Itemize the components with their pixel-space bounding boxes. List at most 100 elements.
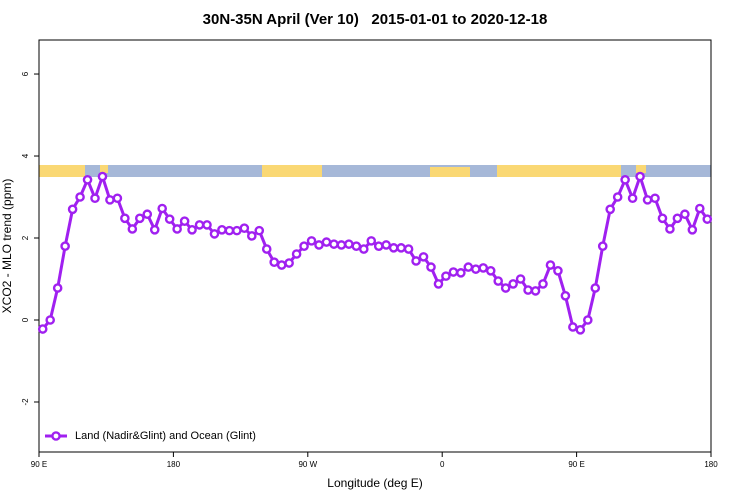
- point: [627, 193, 638, 204]
- point: [299, 241, 309, 252]
- point: [620, 174, 630, 185]
- point: [433, 279, 444, 289]
- point: [485, 266, 496, 276]
- point: [590, 283, 601, 293]
- y-tick-label: 0: [21, 317, 30, 322]
- point: [411, 256, 421, 266]
- y-tick-label: 6: [21, 71, 30, 76]
- point: [650, 193, 660, 204]
- point: [695, 203, 705, 214]
- point: [366, 236, 377, 246]
- point: [187, 225, 197, 235]
- legend-marker: [51, 431, 61, 441]
- y-axis-label: XCO2 - MLO trend (ppm): [0, 179, 14, 314]
- point: [239, 223, 250, 233]
- x-tick-label: 90 E: [31, 460, 47, 469]
- x-axis-label: Longitude (deg E): [327, 476, 422, 490]
- point: [202, 220, 212, 230]
- point: [67, 204, 78, 215]
- x-tick-label: 0: [440, 460, 445, 469]
- point: [82, 174, 93, 185]
- chart-title: 30N-35N April (Ver 10) 2015-01-01 to 202…: [203, 11, 548, 28]
- point: [418, 252, 429, 262]
- point: [642, 195, 653, 205]
- point: [134, 213, 145, 224]
- point: [261, 244, 272, 254]
- y-tick-label: 4: [21, 153, 30, 158]
- point: [463, 262, 474, 272]
- point: [336, 240, 347, 250]
- point: [388, 243, 399, 253]
- x-tick-label: 180: [704, 460, 718, 469]
- point: [314, 240, 324, 250]
- point: [60, 241, 70, 252]
- point: [120, 213, 130, 224]
- point: [373, 241, 384, 252]
- point: [672, 213, 683, 224]
- x-tick-label: 90 W: [298, 460, 317, 469]
- point: [500, 283, 511, 293]
- point: [508, 279, 518, 289]
- point: [702, 214, 713, 224]
- point: [403, 244, 414, 254]
- y-tick-label: -2: [21, 398, 30, 406]
- point: [478, 263, 489, 273]
- point: [291, 249, 302, 259]
- point: [575, 325, 586, 335]
- point: [665, 224, 675, 234]
- point: [426, 262, 436, 272]
- point: [127, 224, 138, 234]
- point: [657, 213, 668, 224]
- point: [172, 224, 182, 234]
- point: [284, 258, 294, 268]
- point: [381, 240, 392, 250]
- point: [246, 231, 257, 241]
- point: [276, 260, 287, 270]
- point: [493, 276, 504, 286]
- point: [515, 274, 526, 284]
- point: [441, 271, 451, 281]
- point: [605, 204, 616, 215]
- point: [217, 225, 227, 235]
- point: [269, 257, 280, 267]
- point: [470, 264, 481, 274]
- land-mask: [39, 165, 711, 177]
- point: [97, 171, 108, 182]
- point: [112, 193, 123, 204]
- point: [344, 239, 354, 249]
- point: [560, 291, 571, 301]
- point: [179, 216, 190, 226]
- point: [396, 243, 406, 253]
- point: [456, 268, 466, 278]
- legend-label: Land (Nadir&Glint) and Ocean (Glint): [75, 430, 256, 442]
- point: [597, 241, 608, 252]
- point: [635, 171, 645, 182]
- point: [687, 225, 698, 235]
- point: [224, 225, 235, 236]
- point: [306, 236, 317, 246]
- point: [52, 283, 63, 293]
- point: [530, 286, 541, 296]
- x-tick-label: 180: [167, 460, 181, 469]
- point: [612, 192, 623, 202]
- point: [90, 193, 100, 204]
- point: [157, 203, 167, 214]
- point: [568, 322, 578, 332]
- point: [45, 315, 56, 325]
- point: [583, 315, 593, 325]
- point: [164, 214, 175, 224]
- plot-frame: [38, 39, 712, 453]
- point: [358, 244, 369, 254]
- series-line: [41, 171, 709, 332]
- point: [545, 260, 556, 270]
- point: [321, 237, 332, 247]
- point: [105, 195, 115, 205]
- point: [209, 229, 220, 239]
- point: [142, 209, 153, 220]
- y-tick-label: 2: [21, 235, 30, 240]
- point: [194, 220, 205, 230]
- point: [75, 192, 85, 202]
- point: [149, 225, 160, 235]
- point: [351, 241, 362, 252]
